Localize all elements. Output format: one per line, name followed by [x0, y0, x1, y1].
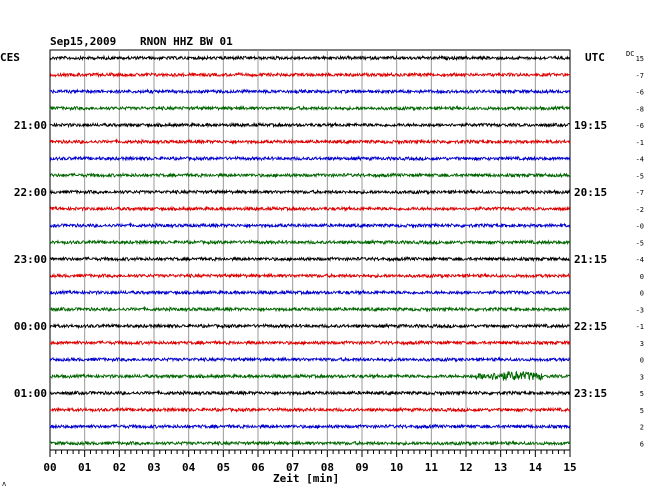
left-timezone: CES	[0, 51, 20, 64]
dc-offset-label: 0	[640, 290, 644, 298]
trace-line	[49, 439, 571, 447]
dc-offset-label: -6	[636, 89, 644, 97]
trace-line	[49, 222, 571, 229]
trace-line	[49, 172, 571, 179]
x-tick-label: 01	[78, 461, 92, 474]
x-tick-label: 04	[182, 461, 196, 474]
dc-offset-label: 6	[640, 440, 644, 448]
dc-offset-label: -7	[636, 189, 644, 197]
x-tick-label: 10	[390, 461, 403, 474]
x-tick-label: 00	[43, 461, 56, 474]
dc-offset-label: -5	[636, 239, 644, 247]
trace-line	[49, 356, 571, 363]
trace-line	[49, 238, 571, 246]
dc-offset-label: 2	[640, 424, 644, 432]
dc-offset-label: -5	[636, 172, 644, 180]
x-tick-label: 06	[251, 461, 265, 474]
trace-line	[49, 255, 571, 263]
x-tick-label: 15	[563, 461, 576, 474]
right-hour-label: 22:15	[574, 320, 607, 333]
dc-offset-label: -4	[636, 256, 644, 264]
dc-offset-label: 0	[640, 273, 644, 281]
trace-line	[49, 188, 571, 196]
x-tick-label: 03	[147, 461, 160, 474]
trace-line	[49, 305, 571, 313]
dc-offset-label: 3	[640, 373, 644, 381]
dc-offset-label: -1	[636, 323, 644, 331]
dc-offset-label: -0	[636, 223, 644, 231]
dc-offset-label: -8	[636, 105, 644, 113]
x-axis-title: Zeit [min]	[273, 472, 339, 485]
left-hour-label: 23:00	[14, 253, 47, 266]
left-hour-label: 01:00	[14, 387, 47, 400]
left-hour-label: 00:00	[14, 320, 47, 333]
plot-frame	[49, 49, 571, 451]
dc-offset-label: 3	[640, 340, 644, 348]
right-hour-label: 20:15	[574, 186, 607, 199]
trace-line	[49, 104, 571, 112]
dc-label: DC	[626, 50, 634, 58]
trace-line	[49, 288, 571, 296]
trace-line	[49, 138, 571, 145]
left-hour-label: 21:00	[14, 119, 47, 132]
grid-lines	[84, 50, 536, 450]
x-tick-label: 05	[217, 461, 230, 474]
trace-line	[49, 272, 571, 279]
dc-offset-label: -2	[636, 206, 644, 214]
trace-line	[49, 54, 571, 62]
x-tick-label: 07	[286, 461, 299, 474]
trace-line	[49, 406, 571, 413]
dc-offset-label: -7	[636, 72, 644, 80]
dc-offset-label: 5	[640, 390, 644, 398]
x-tick-label: 12	[459, 461, 472, 474]
dc-offset-label: 0	[640, 357, 644, 365]
trace-line	[49, 155, 571, 162]
right-hour-label: 19:15	[574, 119, 607, 132]
x-tick-label: 09	[355, 461, 368, 474]
trace-line	[49, 205, 571, 212]
dc-offset-label: 5	[640, 407, 644, 415]
dc-offset-label: -4	[636, 156, 644, 164]
trace-line	[49, 423, 571, 430]
x-tick-label: 14	[529, 461, 543, 474]
x-tick-label: 13	[494, 461, 507, 474]
dc-offset-label: -6	[636, 122, 644, 130]
dc-offset-label: -1	[636, 139, 644, 147]
left-hour-labels: 21:00 22:00 23:00 00:00 01:00	[14, 119, 47, 400]
trace-line	[49, 121, 571, 129]
trace-line	[49, 322, 571, 330]
header-date: Sep15,2009	[50, 35, 116, 48]
trace-line	[49, 389, 571, 397]
right-hour-labels: 19:15 20:15 21:15 22:15 23:15	[574, 119, 607, 400]
dc-offset-label: 15	[636, 55, 644, 63]
trace-line	[49, 339, 571, 346]
trace-line	[49, 71, 571, 79]
header-station: RNON HHZ BW 01	[140, 35, 233, 48]
x-tick-label: 02	[113, 461, 126, 474]
dc-offset-label: -3	[636, 306, 644, 314]
right-timezone: UTC	[585, 51, 605, 64]
traces	[49, 54, 571, 447]
left-hour-label: 22:00	[14, 186, 47, 199]
trace-line	[49, 370, 571, 382]
corner-mark: ʌ	[2, 480, 6, 488]
right-hour-label: 23:15	[574, 387, 607, 400]
x-tick-label: 11	[425, 461, 439, 474]
x-axis: 00 01 02 03 04 05 06 07 08 09 10 11 12 13 14 15	[43, 450, 577, 474]
trace-line	[49, 88, 571, 95]
x-tick-label: 08	[321, 461, 334, 474]
dc-offset-labels: 15 -7 -6 -8 -6 -1 -4 -5 -7 -2 -0 -5 -4 0 0 -3 -1 3 0 3 5 5 2 6	[636, 55, 644, 448]
right-hour-label: 21:15	[574, 253, 607, 266]
